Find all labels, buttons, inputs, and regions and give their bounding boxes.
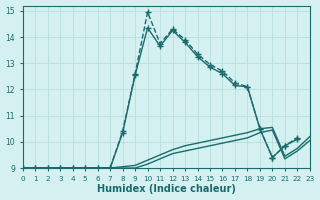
X-axis label: Humidex (Indice chaleur): Humidex (Indice chaleur): [97, 184, 236, 194]
